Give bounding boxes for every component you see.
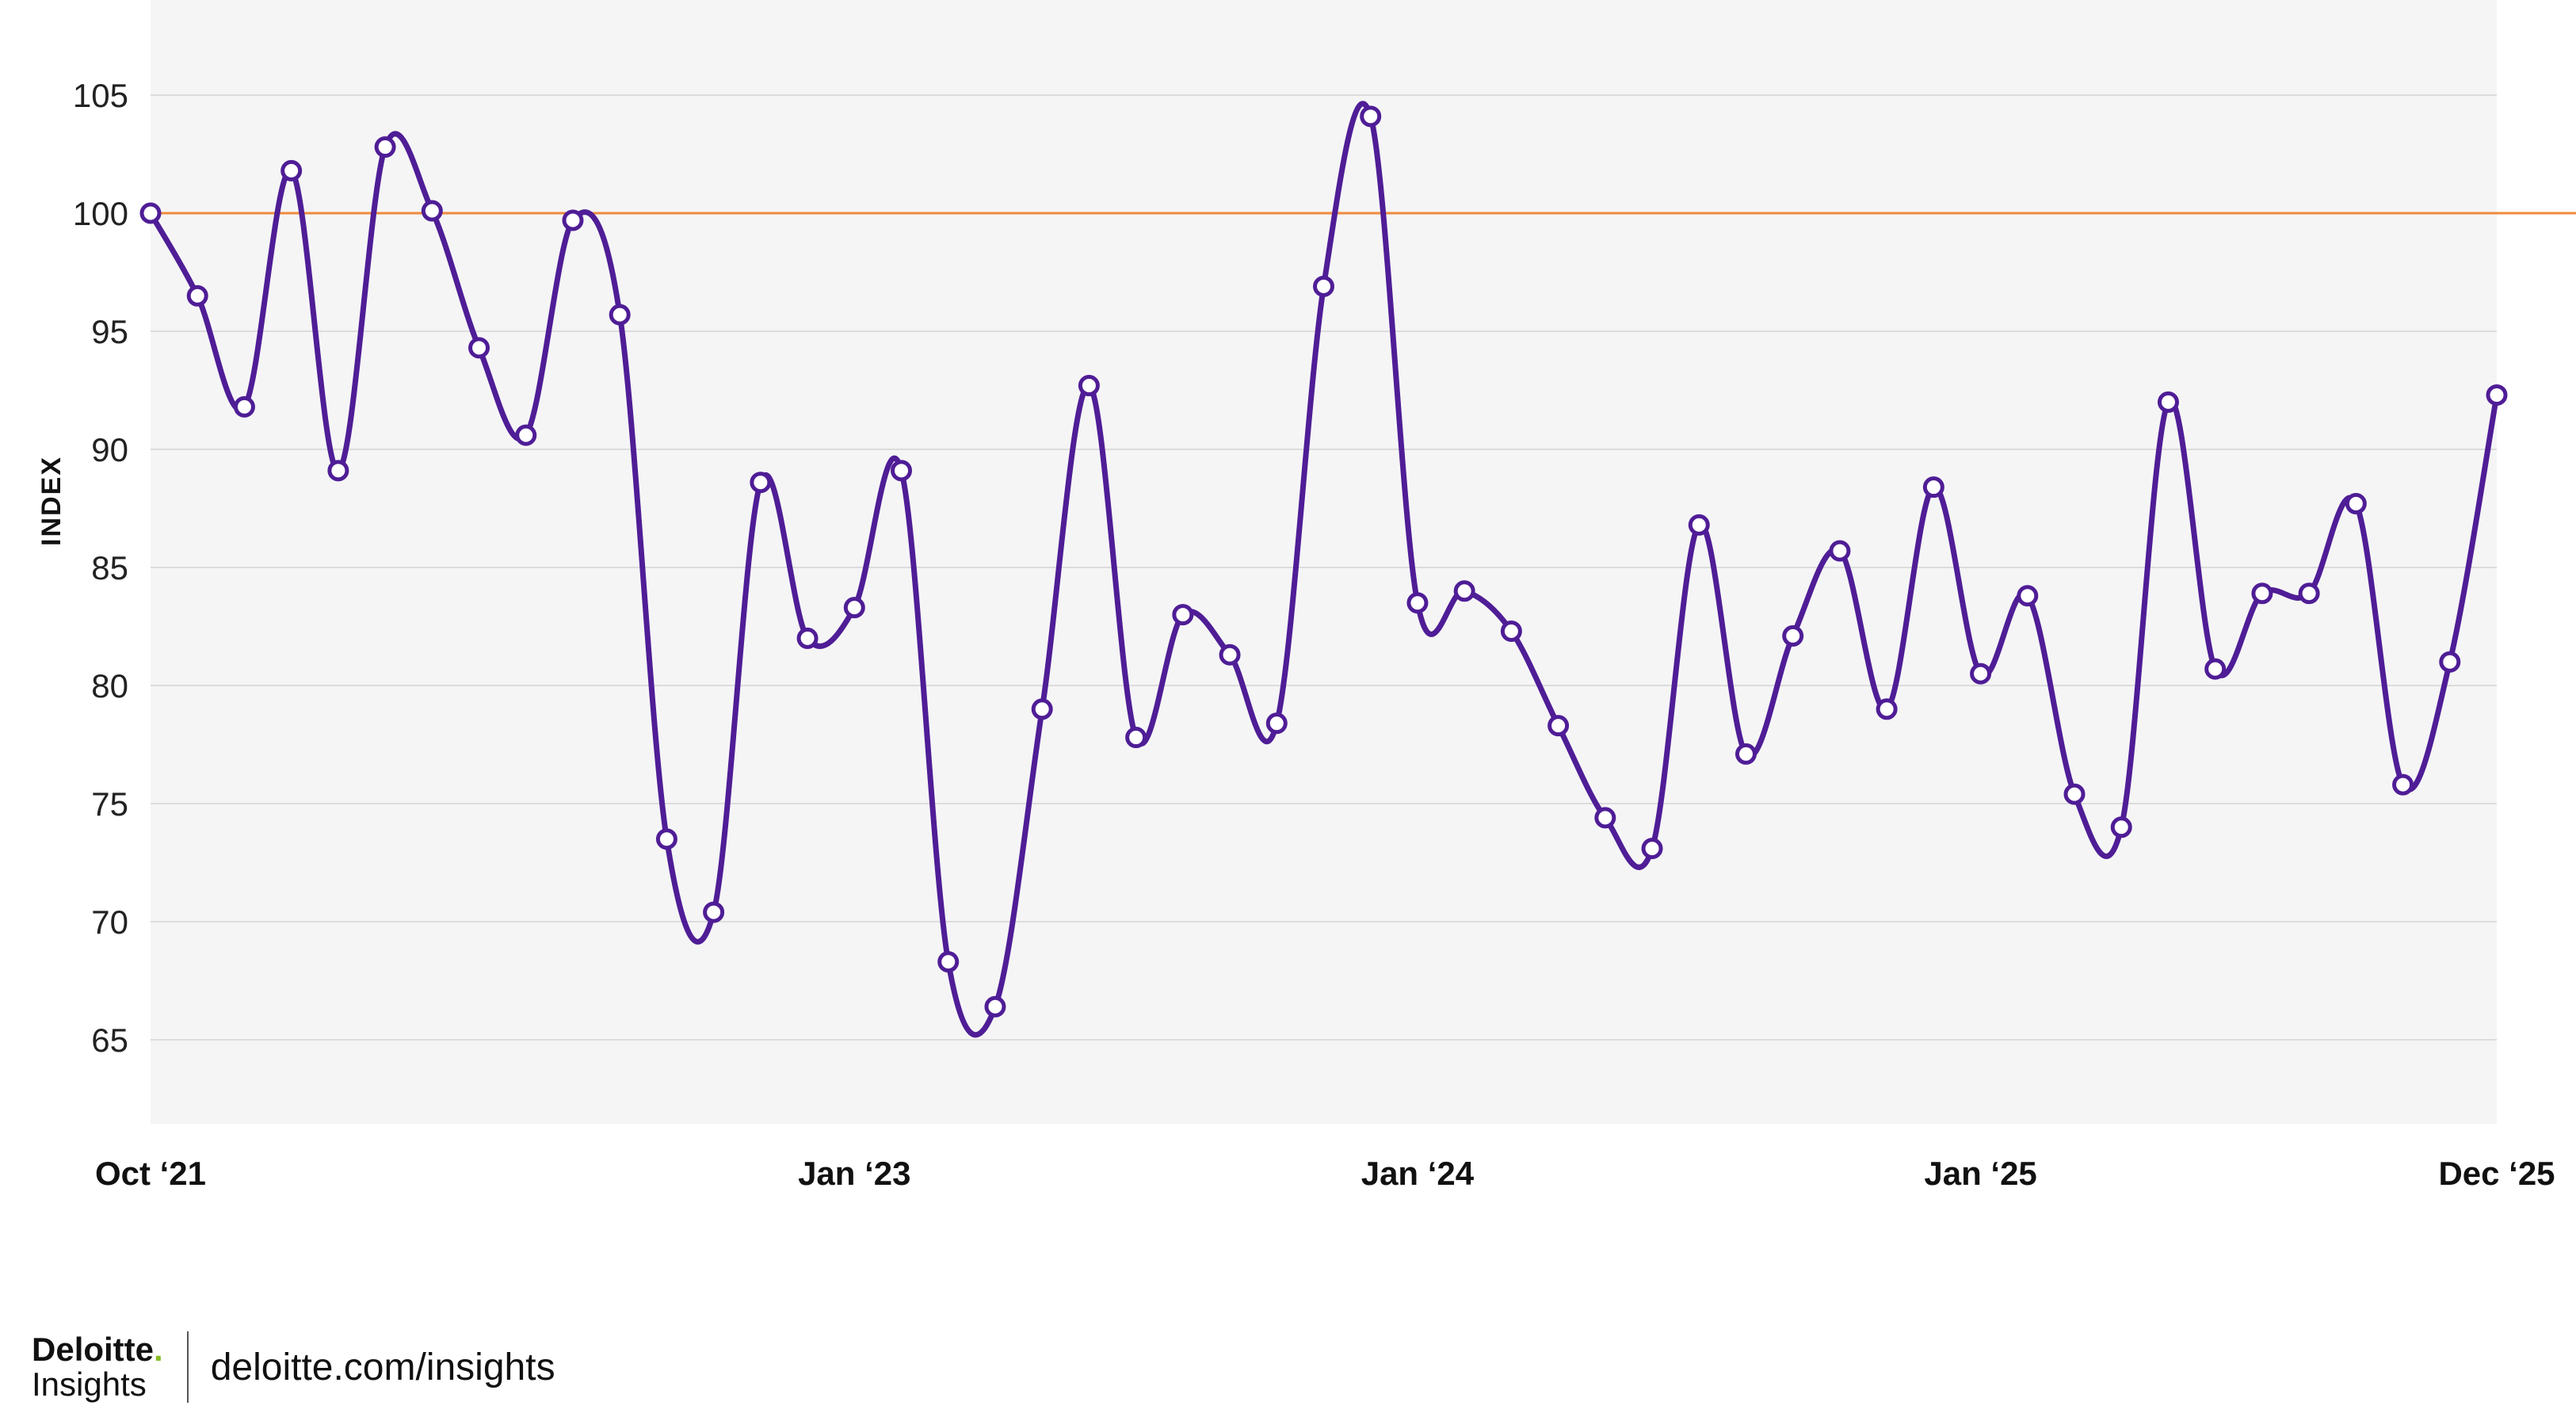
data-point-7 (468, 337, 490, 359)
data-point-47 (2345, 493, 2367, 515)
data-point-14 (796, 627, 819, 649)
data-point-10 (609, 304, 631, 326)
data-point-21 (1125, 727, 1147, 749)
data-points (139, 105, 2508, 1018)
data-point-32 (1641, 838, 1663, 860)
data-point-42 (2110, 816, 2132, 838)
brand-name: Deloitte. (32, 1333, 163, 1366)
data-point-33 (1688, 514, 1710, 536)
brand-subtitle: Insights (32, 1365, 147, 1403)
data-point-20 (1078, 375, 1100, 397)
data-point-4 (327, 460, 349, 482)
data-point-6 (421, 200, 443, 222)
data-point-3 (280, 159, 303, 181)
y-axis-ticks: 65 70 75 80 85 90 95 100 105 (73, 77, 128, 1059)
x-tick-label-50: Dec ‘25 (2438, 1155, 2555, 1192)
data-point-12 (703, 901, 725, 923)
y-tick-label-105: 105 (73, 77, 128, 114)
y-tick-label-65: 65 (91, 1022, 128, 1059)
data-point-30 (1548, 715, 1570, 737)
x-tick-label-15: Jan ‘23 (798, 1155, 910, 1192)
y-tick-label-95: 95 (91, 313, 128, 350)
data-point-15 (843, 597, 865, 619)
data-point-18 (984, 995, 1006, 1018)
data-point-8 (515, 424, 537, 446)
x-tick-label-39: Jan ‘25 (1924, 1155, 2036, 1192)
data-point-41 (2063, 783, 2086, 805)
data-point-25 (1313, 275, 1334, 297)
data-point-39 (1970, 663, 1992, 685)
data-point-1 (186, 285, 208, 307)
data-point-40 (2017, 585, 2039, 607)
line-chart: 65 70 75 80 85 90 95 100 105 Oct ‘21 Jan ‘23 Jan ‘… (36, 0, 2576, 1192)
data-point-9 (562, 209, 584, 231)
data-point-27 (1406, 592, 1429, 614)
y-tick-label-75: 75 (91, 785, 128, 823)
footer: Deloitte. Insights deloitte.com/insights (32, 1323, 555, 1411)
data-point-5 (374, 136, 396, 159)
data-point-13 (750, 472, 772, 494)
data-point-45 (2251, 582, 2273, 605)
data-point-50 (2486, 384, 2508, 406)
data-point-34 (1735, 743, 1757, 765)
data-point-29 (1500, 620, 1522, 642)
data-point-31 (1594, 807, 1616, 829)
y-tick-label-80: 80 (91, 667, 128, 705)
footer-divider (186, 1331, 189, 1403)
data-point-23 (1219, 644, 1241, 666)
data-point-11 (655, 828, 677, 850)
y-tick-label-90: 90 (91, 431, 128, 468)
series-line (147, 101, 2500, 1038)
footer-url[interactable]: deloitte.com/insights (210, 1346, 555, 1388)
brand-green-dot: . (154, 1331, 163, 1368)
data-point-46 (2298, 582, 2320, 605)
data-point-16 (891, 460, 913, 482)
data-point-2 (233, 395, 255, 418)
x-tick-label-27: Jan ‘24 (1361, 1155, 1475, 1192)
data-point-22 (1172, 604, 1194, 626)
data-point-24 (1265, 712, 1288, 735)
plot-area (151, 0, 2497, 1124)
y-tick-label-70: 70 (91, 903, 128, 941)
gridlines (151, 94, 2497, 1041)
data-point-38 (1922, 476, 1944, 498)
x-tick-label-0: Oct ‘21 (95, 1155, 206, 1192)
data-point-35 (1782, 624, 1804, 647)
data-point-48 (2392, 773, 2414, 796)
deloitte-insights-logo: Deloitte. Insights (32, 1333, 163, 1401)
data-point-19 (1031, 698, 1053, 720)
brand-name-text: Deloitte (32, 1331, 155, 1368)
data-point-37 (1876, 698, 1898, 720)
data-point-36 (1829, 540, 1851, 562)
data-point-43 (2157, 391, 2179, 413)
data-point-0 (139, 202, 162, 224)
x-axis-ticks: Oct ‘21 Jan ‘23 Jan ‘24 Jan ‘25 Dec ‘25 (95, 1155, 2555, 1192)
y-tick-label-85: 85 (91, 549, 128, 586)
data-point-49 (2439, 651, 2461, 673)
data-point-26 (1360, 105, 1382, 128)
data-point-17 (937, 951, 960, 973)
y-axis-title: INDEX (36, 456, 67, 546)
data-point-44 (2204, 658, 2227, 680)
y-tick-label-100: 100 (73, 195, 128, 232)
data-point-28 (1453, 580, 1475, 602)
